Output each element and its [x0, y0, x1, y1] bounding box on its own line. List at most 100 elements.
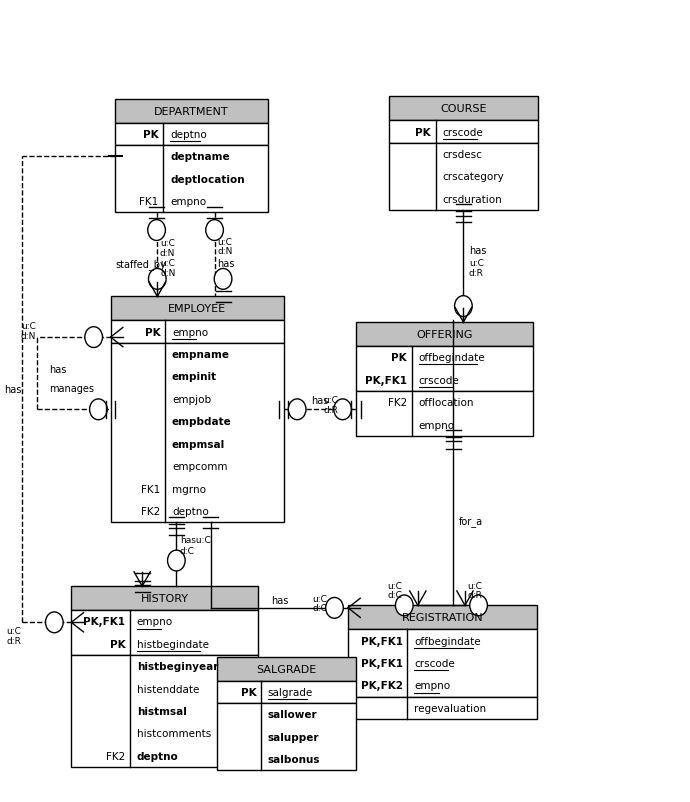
Text: empno: empno [414, 681, 451, 691]
Text: u:C: u:C [312, 594, 327, 603]
Text: d:C: d:C [387, 591, 402, 600]
Circle shape [334, 399, 351, 420]
Bar [388, 97, 538, 121]
Text: OFFERING: OFFERING [416, 330, 473, 340]
Text: deptno: deptno [172, 506, 208, 516]
Circle shape [288, 399, 306, 420]
Text: hasu:C: hasu:C [179, 536, 210, 545]
Text: empno: empno [172, 327, 208, 338]
Circle shape [455, 296, 472, 317]
Text: mgrno: mgrno [172, 484, 206, 494]
Text: PK,FK1: PK,FK1 [365, 375, 407, 385]
Text: deptlocation: deptlocation [170, 175, 245, 184]
Bar [110, 321, 284, 343]
Text: has: has [311, 395, 328, 405]
Text: u:C: u:C [324, 395, 339, 405]
Text: SALGRADE: SALGRADE [257, 664, 317, 674]
Bar [348, 606, 537, 630]
Text: u:C: u:C [6, 626, 21, 635]
Text: PK: PK [241, 687, 256, 697]
Text: PK,FK1: PK,FK1 [361, 636, 403, 646]
Circle shape [148, 221, 166, 241]
Text: DEPARTMENT: DEPARTMENT [155, 107, 229, 116]
Text: PK: PK [110, 639, 126, 649]
Circle shape [90, 399, 107, 420]
Bar [217, 657, 356, 681]
Text: crscode: crscode [442, 128, 483, 137]
Text: d:C: d:C [179, 546, 195, 555]
Text: FK2: FK2 [106, 751, 126, 761]
Bar [356, 322, 533, 346]
Circle shape [85, 327, 103, 348]
Text: empno: empno [419, 420, 455, 430]
Text: FK1: FK1 [139, 197, 159, 207]
Text: PK,FK1: PK,FK1 [361, 658, 403, 668]
Text: d:N: d:N [217, 247, 233, 256]
Text: crscode: crscode [414, 658, 455, 668]
Text: FK1: FK1 [141, 484, 160, 494]
Text: empno: empno [170, 197, 206, 207]
Text: salgrade: salgrade [268, 687, 313, 697]
Text: manages: manages [50, 383, 95, 393]
Text: crscode: crscode [419, 375, 460, 385]
Bar [115, 146, 268, 213]
Text: u:C: u:C [217, 237, 232, 246]
Text: offlocation: offlocation [419, 398, 474, 407]
Circle shape [206, 221, 224, 241]
Text: staffed_by: staffed_by [116, 259, 166, 269]
Text: EMPLOYEE: EMPLOYEE [168, 304, 226, 314]
Text: d:R: d:R [469, 269, 484, 277]
Text: histcomments: histcomments [137, 728, 211, 739]
Circle shape [470, 595, 487, 616]
Bar [71, 655, 258, 767]
Text: deptno: deptno [170, 130, 207, 140]
Text: u:C: u:C [469, 258, 484, 267]
Bar [71, 586, 258, 610]
Text: PK: PK [415, 128, 431, 137]
Bar [356, 346, 533, 391]
Bar [388, 121, 538, 144]
Text: has: has [469, 245, 486, 256]
Text: u:C: u:C [160, 239, 175, 248]
Text: histmsal: histmsal [137, 706, 187, 716]
Text: offbegindate: offbegindate [414, 636, 481, 646]
Text: u:C: u:C [467, 581, 482, 590]
Text: d:N: d:N [21, 331, 36, 341]
Text: has: has [3, 384, 21, 395]
Text: FK2: FK2 [141, 506, 160, 516]
Text: crsdesc: crsdesc [442, 150, 482, 160]
Text: sallower: sallower [268, 709, 317, 719]
Bar [217, 703, 356, 770]
Text: salupper: salupper [268, 731, 319, 742]
Text: PK: PK [391, 353, 407, 363]
Text: PK: PK [145, 327, 160, 338]
Text: FK2: FK2 [388, 398, 407, 407]
Bar [110, 343, 284, 522]
Bar [71, 610, 258, 655]
Bar [348, 697, 537, 719]
Bar [115, 99, 268, 124]
Bar [217, 681, 356, 703]
Text: d:N: d:N [160, 269, 175, 277]
Text: histbeginyear: histbeginyear [137, 662, 218, 671]
Text: for_a: for_a [459, 516, 483, 526]
Bar [388, 144, 538, 211]
Text: d:C: d:C [312, 604, 327, 613]
Circle shape [148, 269, 166, 290]
Text: salbonus: salbonus [268, 754, 320, 764]
Text: histbegindate: histbegindate [137, 639, 209, 649]
Text: d:N: d:N [160, 249, 175, 257]
Bar [356, 391, 533, 436]
Bar [110, 297, 284, 321]
Circle shape [326, 597, 344, 618]
Text: crscategory: crscategory [442, 172, 504, 182]
Text: u:C: u:C [160, 259, 175, 268]
Text: histenddate: histenddate [137, 684, 199, 694]
Text: deptno: deptno [137, 751, 179, 761]
Text: d:R: d:R [6, 637, 21, 646]
Text: deptname: deptname [170, 152, 230, 162]
Circle shape [168, 550, 185, 571]
Text: empbdate: empbdate [172, 417, 232, 427]
Text: REGISTRATION: REGISTRATION [402, 613, 483, 622]
Text: offbegindate: offbegindate [419, 353, 485, 363]
